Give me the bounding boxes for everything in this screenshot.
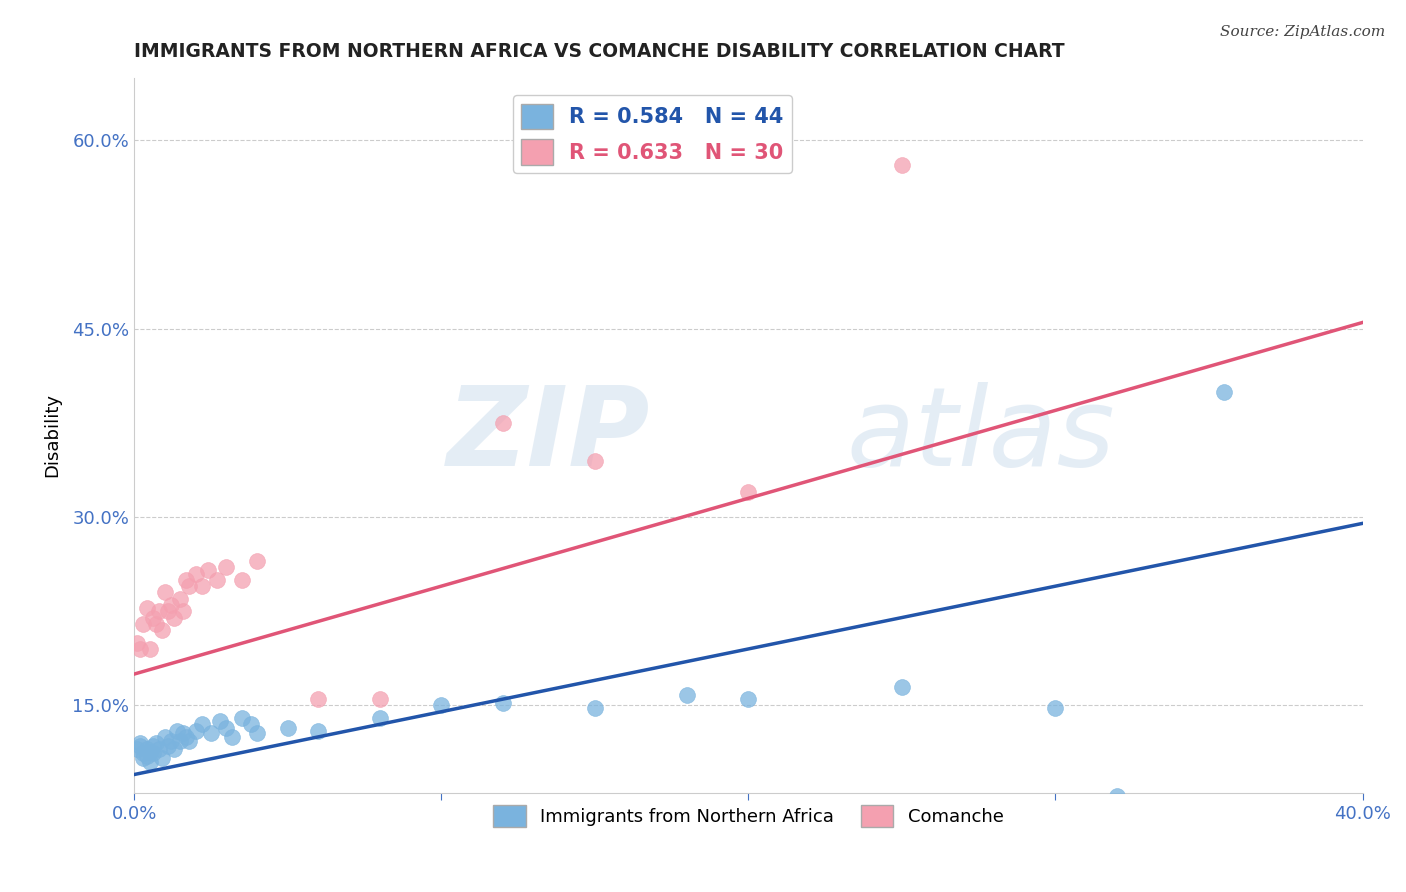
Point xyxy=(197,563,219,577)
Point xyxy=(132,746,155,760)
Point xyxy=(492,696,515,710)
Point xyxy=(368,711,391,725)
Point xyxy=(145,736,167,750)
Point xyxy=(135,748,157,763)
Text: atlas: atlas xyxy=(846,382,1115,489)
Point xyxy=(583,701,606,715)
Legend: Immigrants from Northern Africa, Comanche: Immigrants from Northern Africa, Comanch… xyxy=(486,798,1011,834)
Point xyxy=(200,726,222,740)
Point xyxy=(160,733,183,747)
Point xyxy=(231,573,253,587)
Point xyxy=(135,742,157,756)
Point xyxy=(246,554,269,568)
Point xyxy=(179,579,201,593)
Point xyxy=(1213,384,1236,399)
Point xyxy=(156,739,179,753)
Point xyxy=(148,742,170,756)
Point xyxy=(163,610,186,624)
Point xyxy=(142,739,165,753)
Text: IMMIGRANTS FROM NORTHERN AFRICA VS COMANCHE DISABILITY CORRELATION CHART: IMMIGRANTS FROM NORTHERN AFRICA VS COMAN… xyxy=(134,42,1064,61)
Point xyxy=(184,723,207,738)
Point xyxy=(737,692,759,706)
Point xyxy=(215,721,238,735)
Point xyxy=(239,717,262,731)
Point xyxy=(172,726,194,740)
Point xyxy=(1045,701,1067,715)
Point xyxy=(172,604,194,618)
Point xyxy=(308,723,330,738)
Point xyxy=(176,730,198,744)
Point xyxy=(153,730,176,744)
Point xyxy=(368,692,391,706)
Point xyxy=(127,635,149,649)
Point xyxy=(890,159,912,173)
Point xyxy=(129,736,152,750)
Text: Source: ZipAtlas.com: Source: ZipAtlas.com xyxy=(1219,25,1385,39)
Point xyxy=(205,573,228,587)
Point xyxy=(138,745,160,759)
Point xyxy=(308,692,330,706)
Point xyxy=(246,726,269,740)
Point xyxy=(169,591,191,606)
Point xyxy=(676,689,699,703)
Point xyxy=(132,616,155,631)
Point xyxy=(1105,789,1128,803)
Point xyxy=(492,416,515,430)
Point xyxy=(169,733,191,747)
Point xyxy=(890,680,912,694)
Point xyxy=(150,751,173,765)
Point xyxy=(184,566,207,581)
Point xyxy=(132,751,155,765)
Point xyxy=(127,742,149,756)
Point xyxy=(176,573,198,587)
Point xyxy=(138,755,160,769)
Point xyxy=(142,746,165,760)
Point xyxy=(737,485,759,500)
Point xyxy=(153,585,176,599)
Point xyxy=(179,733,201,747)
Point xyxy=(145,616,167,631)
Point xyxy=(148,604,170,618)
Y-axis label: Disability: Disability xyxy=(44,393,60,477)
Point xyxy=(135,600,157,615)
Point xyxy=(156,604,179,618)
Point xyxy=(221,730,243,744)
Point xyxy=(277,721,299,735)
Point xyxy=(191,717,214,731)
Point xyxy=(583,453,606,467)
Text: ZIP: ZIP xyxy=(447,382,650,489)
Point xyxy=(231,711,253,725)
Point xyxy=(129,642,152,657)
Point xyxy=(150,623,173,637)
Point xyxy=(166,723,188,738)
Point xyxy=(129,739,152,753)
Point xyxy=(160,598,183,612)
Point xyxy=(138,642,160,657)
Point xyxy=(209,714,232,728)
Point xyxy=(430,698,453,713)
Point xyxy=(215,560,238,574)
Point xyxy=(142,610,165,624)
Point xyxy=(163,742,186,756)
Point xyxy=(191,579,214,593)
